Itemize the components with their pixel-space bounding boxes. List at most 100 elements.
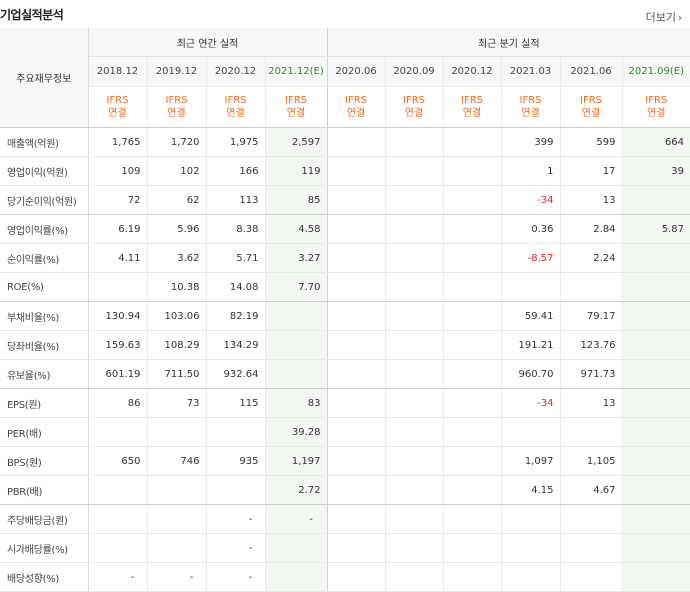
table-cell [385,330,444,360]
table-cell: 17 [560,156,623,186]
table-cell: 399 [501,127,561,157]
table-cell [443,359,502,389]
table-cell [88,417,148,447]
table-cell [622,272,690,302]
chevron-right-icon: › [678,13,682,24]
more-link[interactable]: 더보기 › [646,9,682,25]
table-cell: -8.57 [501,243,561,273]
table-cell [327,446,386,476]
table-cell [622,533,690,563]
table-cell [385,475,444,505]
table-cell [327,214,386,244]
standard-consolidated: 연결 [346,108,366,119]
table-cell [443,417,502,447]
table-cell [327,301,386,331]
table-row: PBR(배) 2.72 4.15 4.67 [0,475,690,505]
standard-ifrs: IFRS [580,95,602,106]
table-cell [622,301,690,331]
table-cell: 159.63 [88,330,148,360]
table-cell [560,504,623,534]
table-cell [327,533,386,563]
accounting-standard: IFRS 연결 [147,86,207,128]
table-cell [622,388,690,418]
table-cell: 711.50 [147,359,207,389]
standard-ifrs: IFRS [224,95,247,106]
period-header: 2021.09(E) [622,56,690,87]
table-cell: 5.96 [147,214,207,244]
financial-summary-table: 주요재무정보 최근 연간 실적 최근 분기 실적 2018.12 2019.12 2… [0,28,690,592]
standard-ifrs: IFRS [285,95,307,106]
table-cell: 115 [206,388,266,418]
period-header: 2021.03 [501,56,561,87]
accounting-standard: IFRS 연결 [265,86,328,128]
table-cell [443,214,502,244]
table-cell [385,504,444,534]
table-cell [385,533,444,563]
table-cell [560,562,623,592]
table-cell: 130.94 [88,301,148,331]
table-cell [443,504,502,534]
page-title: 기업실적분석 [0,8,64,22]
row-label: 유보율(%) [0,359,89,389]
table-cell [443,301,502,331]
standard-consolidated: 연결 [167,108,186,119]
table-cell: 664 [622,127,690,157]
table-cell: 72 [88,185,148,215]
accounting-standard: IFRS 연결 [88,86,148,128]
table-cell: 1,765 [88,127,148,157]
table-row: 영업이익률(%) 6.19 5.96 8.38 4.58 0.36 2.84 5.87 [0,214,690,244]
table-cell [443,272,502,302]
standard-consolidated: 연결 [226,108,245,119]
standard-ifrs: IFRS [403,95,425,106]
row-label: 배당성향(%) [0,562,89,592]
table-cell [622,446,690,476]
table-cell: 103.06 [147,301,207,331]
table-cell: 73 [147,388,207,418]
period-header: 2018.12 [88,56,148,87]
row-label: 당좌비율(%) [0,330,89,360]
table-cell [560,272,623,302]
standard-ifrs: IFRS [106,95,129,106]
standard-consolidated: 연결 [108,108,127,119]
standard-consolidated: 연결 [521,108,540,119]
table-cell [501,562,561,592]
table-cell [327,330,386,360]
row-label: EPS(원) [0,388,89,418]
table-cell [560,417,623,447]
table-cell: 4.58 [265,214,328,244]
table-row: EPS(원) 86 73 115 83 -34 13 [0,388,690,418]
period-header: 2020.12 [206,56,266,87]
table-cell [443,185,502,215]
table-cell: 85 [265,185,328,215]
table-cell: 83 [265,388,328,418]
table-cell: 1,105 [560,446,623,476]
table-cell [327,475,386,505]
table-cell: 2.84 [560,214,623,244]
table-cell [147,417,207,447]
table-cell [327,127,386,157]
table-cell [385,156,444,186]
table-cell: 62 [147,185,207,215]
table-cell [147,475,207,505]
table-cell [560,533,623,563]
table-cell: 79.17 [560,301,623,331]
standard-ifrs: IFRS [519,95,542,106]
period-header: 2019.12 [147,56,207,87]
period-header: 2020.12 [443,56,502,87]
table-row: 유보율(%) 601.19 711.50 932.64 960.70 971.73 [0,359,690,389]
table-cell: 932.64 [206,359,266,389]
table-row: 배당성향(%) - - - [0,562,690,592]
more-label: 더보기 [645,11,676,24]
table-cell [265,533,328,563]
table-cell [622,417,690,447]
table-cell [443,388,502,418]
table-cell: -34 [501,388,561,418]
period-header: 2021.06 [560,56,623,87]
row-label: 영업이익(억원) [0,156,89,186]
standard-consolidated: 연결 [404,108,424,119]
table-cell [443,156,502,186]
table-cell [147,533,207,563]
table-cell: - [265,504,328,534]
table-cell [385,214,444,244]
table-cell [443,243,502,273]
